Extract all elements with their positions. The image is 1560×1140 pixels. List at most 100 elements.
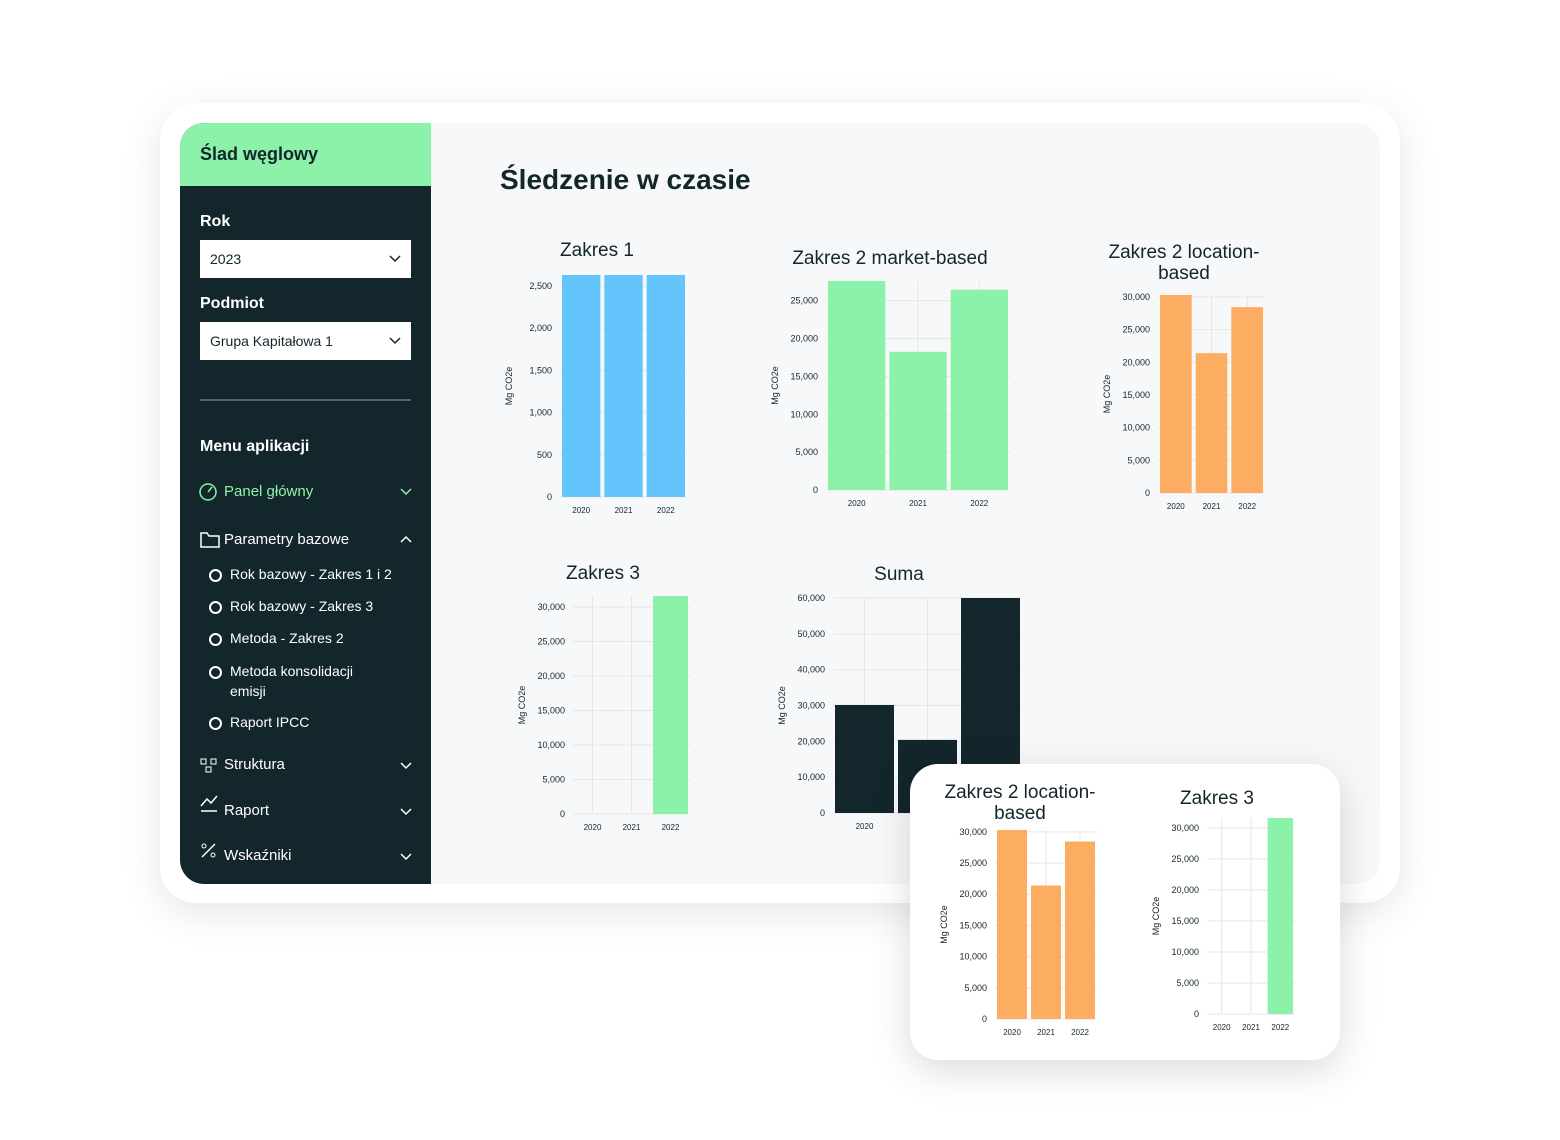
submenu-item[interactable]: Metoda - Zakres 2 [230,630,344,646]
y-tick-label: 20,000 [959,889,987,899]
y-tick-label: 5,000 [964,983,987,993]
y-tick-label: 5,000 [1176,978,1199,988]
submenu-item[interactable]: Rok bazowy - Zakres 1 i 2 [230,566,392,582]
x-tick-label: 2022 [1071,1028,1089,1037]
bar [604,275,643,497]
y-tick-label: 0 [982,1014,987,1024]
y-tick-label: 15,000 [959,920,987,930]
y-tick-label: 10,000 [797,772,825,782]
y-axis-label: Mg CO2e [517,686,527,725]
y-tick-label: 5,000 [1127,455,1150,465]
chart-title: Zakres 2 location-based [1108,242,1260,284]
y-tick-label: 0 [813,485,818,495]
y-tick-label: 30,000 [959,827,987,837]
bullet [209,666,222,679]
y-tick-label: 30,000 [1171,823,1199,833]
bar [653,596,688,814]
x-tick-label: 2020 [1213,1023,1231,1032]
chart-title: Zakres 2 market-based [792,248,988,269]
chart-title: Zakres 2 location-based [944,782,1096,824]
x-tick-label: 2020 [572,506,590,515]
bullet [209,569,222,582]
x-tick-label: 2022 [657,506,675,515]
bar [1195,353,1228,493]
x-tick-label: 2022 [970,499,988,508]
brand: Ślad węglowy [180,123,431,186]
menu-item[interactable]: Raport [224,802,270,819]
chart-title: Zakres 1 [560,240,634,261]
y-tick-label: 15,000 [537,706,565,716]
y-tick-label: 5,000 [542,775,565,785]
select[interactable]: 2023 [200,240,411,278]
x-tick-label: 2022 [1238,502,1256,511]
x-tick-label: 2021 [909,499,927,508]
x-tick-label: 2021 [1203,502,1221,511]
bar [1031,885,1061,1019]
chevron [389,337,401,345]
submenu-item[interactable]: Raport IPCC [230,714,310,730]
bar [1231,307,1263,493]
y-tick-label: 0 [1145,488,1150,498]
y-axis-label: Mg CO2e [777,686,787,725]
page-title: Śledzenie w czasie [500,164,751,195]
menu-item[interactable]: Panel główny [224,483,314,500]
bar [1065,841,1095,1019]
submenu-item[interactable]: Metoda konsolidacji emisji [230,663,353,699]
y-tick-label: 20,000 [537,671,565,681]
select-value: Grupa Kapitałowa 1 [210,333,333,349]
y-tick-label: 1,000 [529,408,552,418]
filter-label: Podmiot [200,295,264,312]
select[interactable]: Grupa Kapitałowa 1 [200,322,411,360]
bar [889,351,947,490]
y-tick-label: 1,500 [529,365,552,375]
x-tick-label: 2021 [1242,1023,1260,1032]
x-tick-label: 2022 [1271,1023,1289,1032]
bullet [209,601,222,614]
y-tick-label: 15,000 [1122,390,1150,400]
y-tick-label: 10,000 [1122,423,1150,433]
bar [562,275,601,497]
select-value: 2023 [210,251,242,267]
menu-item[interactable]: Parametry bazowe [224,531,350,548]
chart-title: Zakres 3 [566,563,640,584]
menu-icons [199,483,412,861]
y-tick-label: 10,000 [537,740,565,750]
y-tick-label: 15,000 [1171,916,1199,926]
y-tick-label: 0 [547,492,552,502]
y-tick-label: 25,000 [790,296,818,306]
y-tick-label: 20,000 [1122,357,1150,367]
filter-label: Rok [200,213,231,230]
x-tick-label: 2020 [848,499,866,508]
bar [828,281,886,490]
y-tick-label: 500 [537,450,552,460]
x-tick-label: 2021 [1037,1028,1055,1037]
bar [835,704,894,813]
y-tick-label: 10,000 [1171,947,1199,957]
x-tick-label: 2020 [856,822,874,831]
chart-title: Zakres 3 [1180,788,1254,809]
menu-item[interactable]: Struktura [224,756,285,773]
chevron [389,255,401,263]
menu-item[interactable]: Wskaźniki [224,847,292,864]
y-tick-label: 0 [560,809,565,819]
y-axis-label: Mg CO2e [1102,375,1112,414]
sidebar: Ślad węglowy Rok 2023 Podmiot Grupa Kapi… [180,123,431,884]
y-tick-label: 25,000 [959,858,987,868]
y-tick-label: 25,000 [1122,325,1150,335]
y-tick-label: 20,000 [790,334,818,344]
x-tick-label: 2021 [623,823,641,832]
x-tick-label: 2020 [1003,1028,1021,1037]
x-tick-label: 2020 [1167,502,1185,511]
y-tick-label: 40,000 [797,665,825,675]
menu-title: Menu aplikacji [200,438,310,455]
separator [200,399,411,401]
y-tick-label: 20,000 [1171,885,1199,895]
bar [1267,818,1293,1014]
x-tick-label: 2021 [615,506,633,515]
submenu-item[interactable]: Rok bazowy - Zakres 3 [230,598,374,614]
bar [1160,295,1192,493]
app-window: Ślad węglowy Rok 2023 Podmiot Grupa Kapi… [180,123,1380,884]
y-tick-label: 15,000 [790,371,818,381]
